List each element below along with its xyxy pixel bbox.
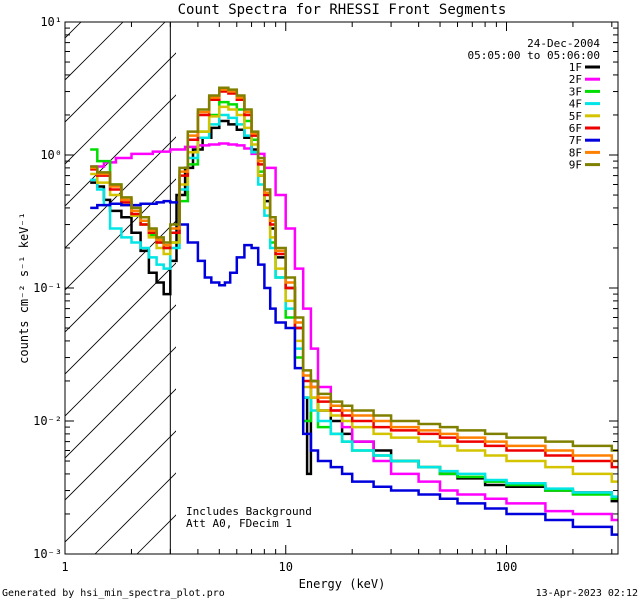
y-tick-labels: 10⁻³ 10⁻² 10⁻¹ 10⁰ 10¹	[33, 15, 62, 561]
hatch-line	[65, 262, 176, 375]
annotation-background: Includes Background	[186, 505, 312, 518]
legend-label-6F: 6F	[569, 122, 582, 135]
legend-label-7F: 7F	[569, 134, 582, 147]
legend-label-1F: 1F	[569, 61, 582, 74]
time-range-label: 05:05:00 to 05:06:00	[468, 49, 600, 62]
hatch-line	[65, 388, 176, 501]
x-tick-label: 100	[496, 560, 518, 574]
series-line-3F	[90, 100, 618, 501]
series-line-2F	[90, 142, 618, 522]
timestamp-label: 13-Apr-2023 02:12	[536, 588, 638, 599]
axis-ticks	[64, 21, 618, 555]
hatch-line	[65, 220, 176, 333]
y-tick-label: 10⁻³	[33, 547, 62, 561]
excluded-energy-hatch	[0, 0, 176, 554]
x-tick-labels: 1 10 100	[61, 560, 517, 574]
legend-label-2F: 2F	[569, 73, 582, 86]
date-label: 24-Dec-2004	[527, 37, 600, 50]
chart-title: Count Spectra for RHESSI Front Segments	[178, 2, 507, 18]
generated-by-label: Generated by hsi_min_spectra_plot.pro	[2, 588, 225, 599]
hatch-line	[65, 430, 176, 543]
series-line-1F	[90, 119, 618, 503]
y-tick-label: 10⁻¹	[33, 281, 62, 295]
hatch-line	[65, 94, 176, 207]
y-tick-label: 10⁰	[40, 148, 62, 162]
series-line-4F	[90, 113, 618, 498]
y-tick-label: 10¹	[40, 15, 62, 29]
hatch-line	[65, 178, 176, 291]
hatch-line	[65, 22, 166, 123]
legend-label-8F: 8F	[569, 146, 582, 159]
x-axis-label: Energy (keV)	[299, 577, 386, 591]
hatch-line	[65, 136, 176, 249]
series-layer	[90, 86, 618, 536]
hatch-line	[65, 304, 176, 417]
legend-label-9F: 9F	[569, 159, 582, 172]
x-tick-label: 1	[61, 560, 68, 574]
hatch-line	[65, 52, 176, 165]
series-line-9F	[90, 86, 618, 452]
legend-label-3F: 3F	[569, 85, 582, 98]
x-tick-label: 10	[279, 560, 293, 574]
series-line-7F	[90, 199, 618, 536]
y-tick-label: 10⁻²	[33, 414, 62, 428]
hatch-line	[94, 472, 176, 554]
y-axis-label: counts cm⁻² s⁻¹ keV⁻¹	[17, 212, 31, 364]
legend-label-4F: 4F	[569, 98, 582, 111]
legend-label-5F: 5F	[569, 110, 582, 123]
hatch-line	[0, 0, 67, 554]
annotation-attenuator: Att A0, FDecim 1	[186, 517, 292, 530]
